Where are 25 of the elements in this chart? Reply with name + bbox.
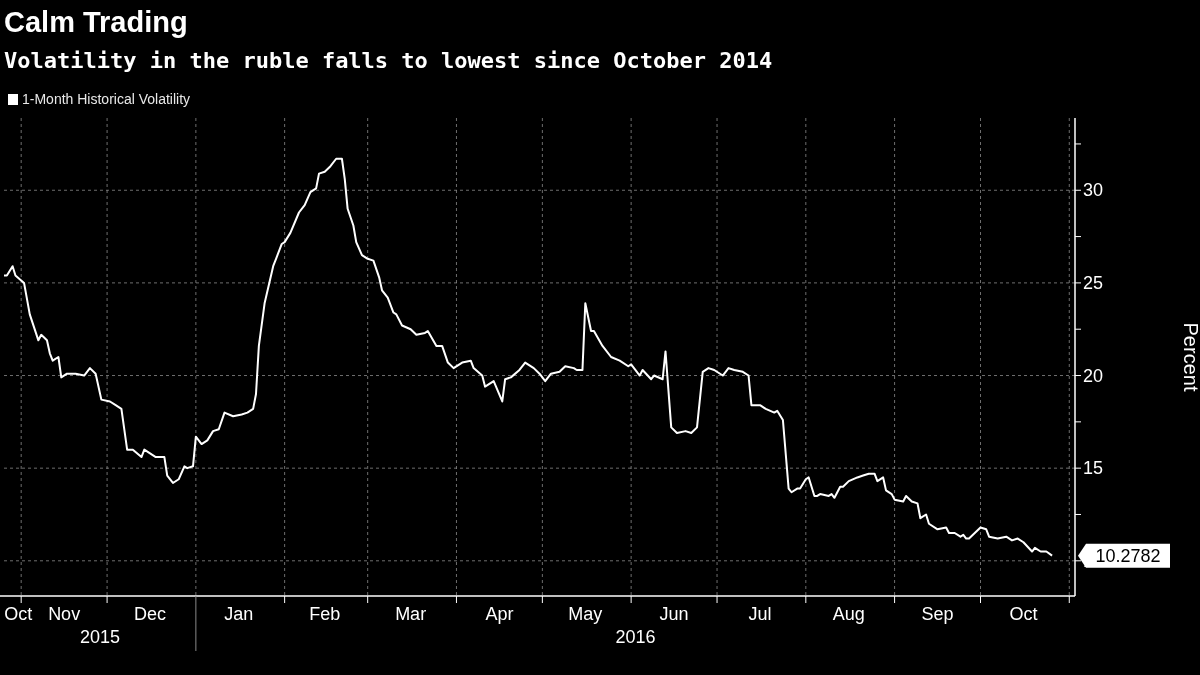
- x-tick-label: Sep: [921, 604, 954, 624]
- y-tick-label: 25: [1083, 272, 1104, 293]
- x-tick-label: Feb: [309, 604, 341, 624]
- x-tick-label: Jan: [224, 604, 254, 624]
- annotation: 10.2782: [1095, 545, 1161, 566]
- x-tick-label: Oct: [1009, 604, 1038, 624]
- y-tick-label: 30: [1083, 180, 1104, 201]
- chart-title: Calm Trading: [4, 6, 188, 38]
- line-series: [3, 157, 1054, 557]
- x-tick-label: Nov: [48, 604, 81, 624]
- legend-label: 1-Month Historical Volatility: [22, 91, 191, 107]
- text: 2015: [79, 627, 120, 647]
- x-tick-label: Aug: [832, 604, 865, 624]
- x-tick-label: Mar: [395, 604, 427, 624]
- x-tick-label: Apr: [485, 604, 514, 624]
- y-tick-label: 20: [1083, 365, 1104, 386]
- text: 2016: [615, 627, 656, 647]
- x-tick-label: Dec: [134, 604, 167, 624]
- x-tick-label: Jul: [748, 604, 772, 624]
- y-tick-label: 15: [1083, 458, 1104, 479]
- x-tick-label: Oct: [4, 604, 33, 624]
- chart-subtitle: Volatility in the ruble falls to lowest since October 2014: [4, 48, 773, 73]
- x-tick-label: May: [568, 604, 603, 624]
- x-tick-label: Jun: [659, 604, 689, 624]
- y-axis-title: Percent: [1180, 322, 1200, 392]
